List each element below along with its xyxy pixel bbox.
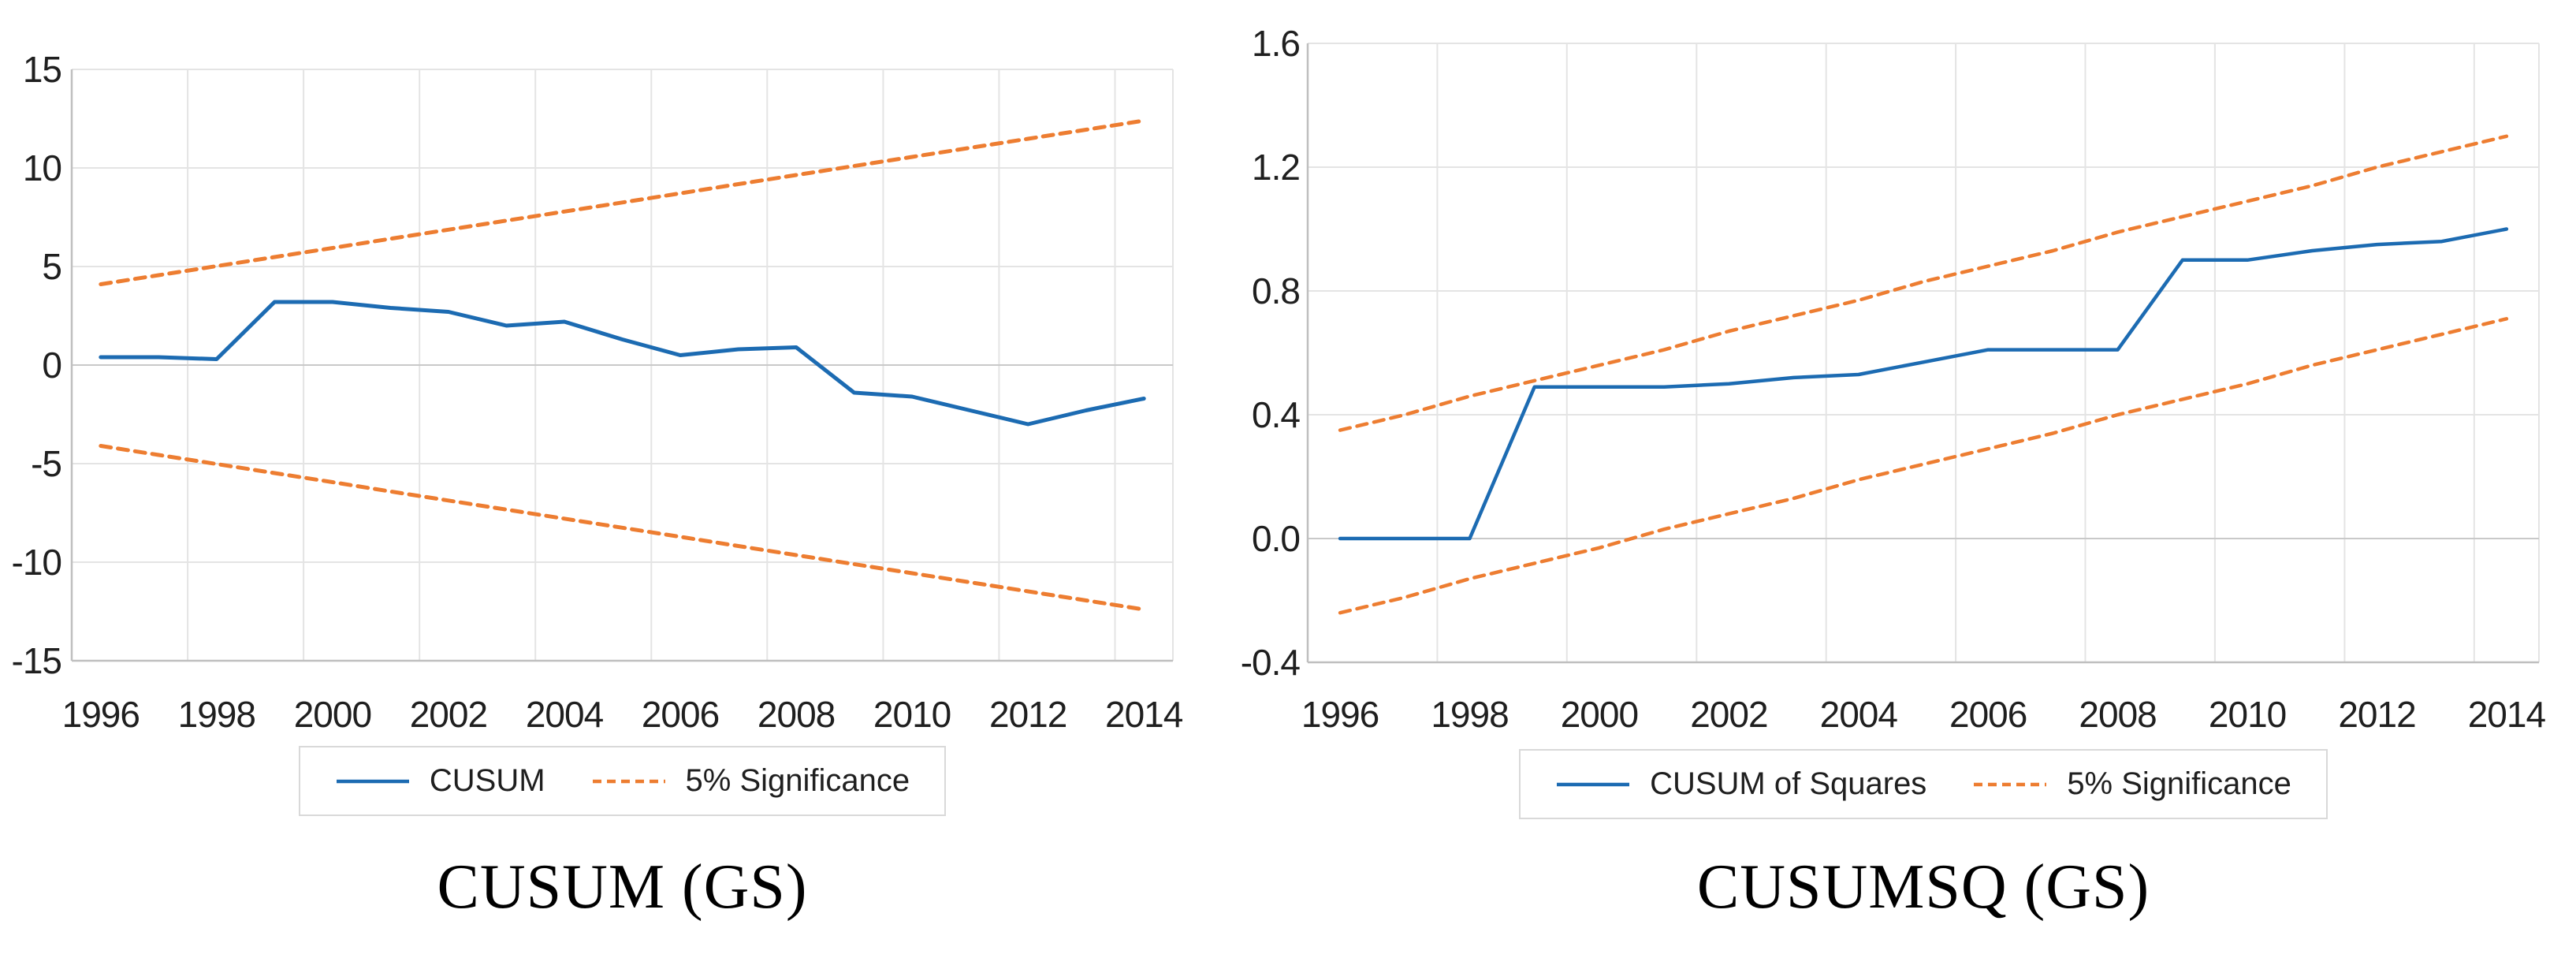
x-tick-label: 2014 [1105, 694, 1183, 735]
legend-item-significance: 5% Significance [1972, 766, 2291, 802]
CUSUM line [99, 300, 1146, 427]
x-tick-label: 2000 [294, 694, 371, 735]
x-tick-label: 2010 [2209, 694, 2286, 735]
y-tick-label: 0.8 [1252, 270, 1300, 311]
x-tick-label: 2008 [758, 694, 835, 735]
x-tick-label: 1998 [178, 694, 255, 735]
y-tick-label: -15 [12, 640, 61, 681]
x-tick-label: 2006 [642, 694, 719, 735]
cusum-title-row: CUSUM (GS) [72, 852, 1173, 923]
cusumsq-title: CUSUMSQ (GS) [1696, 852, 2150, 922]
x-tick-label: 2004 [526, 694, 604, 735]
x-tick-label: 2008 [2079, 694, 2156, 735]
legend-item-significance: 5% Significance [591, 763, 910, 799]
x-tick-label: 2012 [989, 694, 1067, 735]
cusumsq-title-row: CUSUMSQ (GS) [1308, 852, 2539, 923]
legend-label: CUSUM [429, 763, 545, 798]
legend-label: 5% Significance [2067, 766, 2291, 801]
y-tick-label: 0 [42, 345, 61, 386]
x-tick-label: 2014 [2468, 694, 2546, 735]
legend-label: CUSUM of Squares [1650, 766, 1927, 801]
legend-label: 5% Significance [685, 763, 910, 798]
x-tick-label: 1996 [1301, 694, 1379, 735]
5% Significance line [1338, 134, 2509, 432]
dashed-line-swatch-icon [1974, 782, 2047, 786]
cusum-legend: CUSUM 5% Significance [298, 746, 947, 816]
dashed-line-swatch-icon [592, 779, 665, 783]
legend-item-cusum: CUSUM [335, 763, 545, 799]
y-tick-label: -0.4 [1241, 642, 1301, 683]
solid-line-swatch-icon [336, 779, 409, 783]
y-tick-label: -5 [31, 443, 61, 484]
x-tick-label: 2002 [1690, 694, 1767, 735]
cusum-legend-row: CUSUM 5% Significance [72, 746, 1173, 816]
y-tick-label: 0.0 [1252, 518, 1300, 559]
chart-cusumsq: 1.6 1.2 0.8 0.4 0.0 -0.4 1996 1998 2000 2002 2004 2… [1234, 0, 2576, 958]
x-tick-label: 1998 [1431, 694, 1508, 735]
5% Significance line [99, 118, 1146, 286]
cusumsq-legend: CUSUM of Squares 5% Significance [1519, 749, 2328, 819]
lower 5% Significance line [99, 444, 1146, 612]
lower 5% Significance line [1338, 317, 2509, 615]
x-tick-label: 2010 [873, 694, 951, 735]
x-tick-label: 2002 [410, 694, 487, 735]
CUSUM of Squares line [1338, 227, 2509, 541]
chart-cusum: 15 10 5 0 -5 -10 -15 1996 1998 2000 2002 2004 2006 20… [0, 0, 1230, 958]
legend-item-cusum-of-squares: CUSUM of Squares [1555, 766, 1926, 802]
y-tick-label: 0.4 [1252, 394, 1300, 435]
y-tick-label: 1.6 [1252, 23, 1300, 64]
y-tick-label: -10 [12, 542, 61, 583]
solid-line-swatch-icon [1557, 782, 1630, 786]
x-tick-label: 2006 [1949, 694, 2027, 735]
y-tick-label: 1.2 [1252, 147, 1300, 188]
cusumsq-legend-row: CUSUM of Squares 5% Significance [1308, 749, 2539, 819]
y-tick-label: 15 [23, 49, 61, 90]
y-tick-label: 5 [42, 246, 61, 287]
x-tick-label: 2004 [1820, 694, 1898, 735]
x-tick-label: 2012 [2338, 694, 2415, 735]
cusum-title: CUSUM (GS) [437, 852, 808, 922]
y-tick-label: 10 [23, 147, 61, 188]
x-tick-label: 2000 [1561, 694, 1638, 735]
x-tick-label: 1996 [62, 694, 140, 735]
